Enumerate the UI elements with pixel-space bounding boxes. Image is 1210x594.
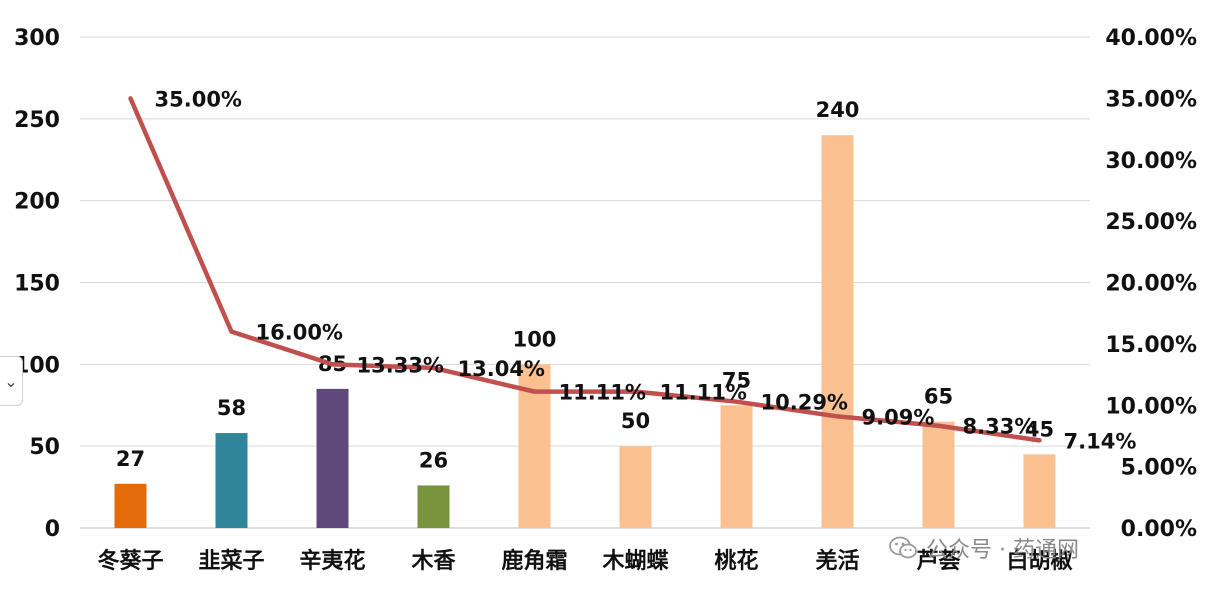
right-axis-ticks: 0.00% 5.00% 10.00% 15.00% 20.00% 25.00% 30.00%…: [1105, 26, 1197, 542]
bar-value-label: 50: [621, 409, 650, 433]
line-value-label: 13.04%: [458, 357, 545, 381]
right-tick-label: 40.00%: [1105, 26, 1197, 51]
category-label: 羌活: [815, 548, 859, 574]
left-tick-label: 150: [14, 272, 60, 297]
bar-value-label: 65: [924, 385, 953, 409]
line-value-label: 13.33%: [357, 353, 444, 377]
left-tick-label: 300: [14, 26, 60, 51]
chevron-down-icon: ⌄: [4, 371, 18, 391]
bar-value-label: 58: [217, 396, 246, 420]
left-tick-label: 50: [29, 435, 60, 460]
watermark-text: 公众号 · 药通网: [926, 538, 1079, 563]
bar-桃花: [720, 405, 753, 528]
line-point-木香: [431, 365, 436, 371]
right-tick-label: 25.00%: [1105, 210, 1197, 235]
right-tick-label: 20.00%: [1105, 272, 1197, 297]
line-series: [128, 96, 1042, 443]
right-tick-label: 5.00%: [1121, 456, 1197, 481]
right-tick-label: 15.00%: [1105, 333, 1197, 358]
category-label: 木香: [410, 549, 455, 574]
bar-value-label: 240: [816, 98, 860, 122]
line-point-羌活: [835, 414, 840, 419]
bar-白胡椒: [1023, 454, 1056, 528]
line-value-label: 16.00%: [256, 321, 343, 345]
category-label: 冬葵子: [97, 548, 163, 574]
left-tick-label: 0: [45, 517, 60, 542]
bar-羌活: [821, 135, 854, 528]
line-value-label: 8.33%: [963, 415, 1036, 439]
line-value-label: 11.11%: [660, 381, 747, 405]
left-tick-label: 200: [14, 190, 60, 215]
line-data-labels: 35.00% 16.00% 13.33% 13.04% 11.11% 11.11% 10.2…: [155, 87, 1137, 453]
category-labels: 冬葵子 韭菜子 辛夷花 木香 鹿角霜 木蝴蝶 桃花 羌活 芦荟 白胡椒: [97, 548, 1072, 574]
line-value-label: 35.00%: [155, 87, 242, 111]
category-label: 韭菜子: [198, 549, 264, 574]
bar-韭菜子: [215, 433, 248, 528]
bar-value-label: 100: [513, 327, 557, 351]
line-value-label: 11.11%: [559, 381, 646, 405]
bar-辛夷花: [316, 388, 349, 528]
category-label: 芦荟: [916, 549, 960, 574]
watermark: 公众号 · 药通网: [888, 532, 1079, 564]
line-point-白胡椒: [1037, 438, 1042, 443]
bar-芦荟: [922, 421, 955, 528]
right-tick-label: 30.00%: [1105, 149, 1197, 174]
bar-value-label: 26: [419, 448, 448, 472]
right-tick-label: 0.00%: [1121, 517, 1197, 542]
line-value-label: 10.29%: [761, 391, 848, 415]
bar-冬葵子: [114, 483, 147, 528]
category-label: 鹿角霜: [501, 548, 567, 574]
category-label: 辛夷花: [299, 548, 365, 574]
collapse-toggle-button[interactable]: ⌄: [0, 356, 23, 406]
line-point-桃花: [734, 399, 739, 404]
line-point-辛夷花: [330, 362, 335, 367]
line-point-韭菜子: [229, 329, 234, 334]
left-tick-label: 250: [14, 108, 60, 133]
category-label: 桃花: [714, 548, 758, 574]
bar-value-label: 27: [116, 447, 145, 471]
line-percentage: [128, 97, 1040, 443]
line-point-木蝴蝶: [633, 389, 638, 394]
gridlines: [80, 36, 1090, 529]
right-tick-label: 35.00%: [1105, 87, 1197, 112]
line-point-芦荟: [936, 423, 941, 428]
bar-木蝴蝶: [619, 446, 652, 528]
category-label: 白胡椒: [1006, 548, 1072, 574]
line-value-label: 9.09%: [862, 405, 935, 429]
right-tick-label: 10.00%: [1105, 394, 1197, 419]
bar-value-label: 75: [722, 368, 751, 392]
category-label: 木蝴蝶: [601, 549, 669, 574]
wechat-icon: [889, 536, 917, 559]
line-value-label: 7.14%: [1064, 429, 1137, 453]
bar-木香: [417, 485, 450, 528]
bar-series: [114, 135, 1056, 528]
line-point-冬葵子: [128, 96, 133, 101]
line-point-鹿角霜: [532, 389, 537, 394]
